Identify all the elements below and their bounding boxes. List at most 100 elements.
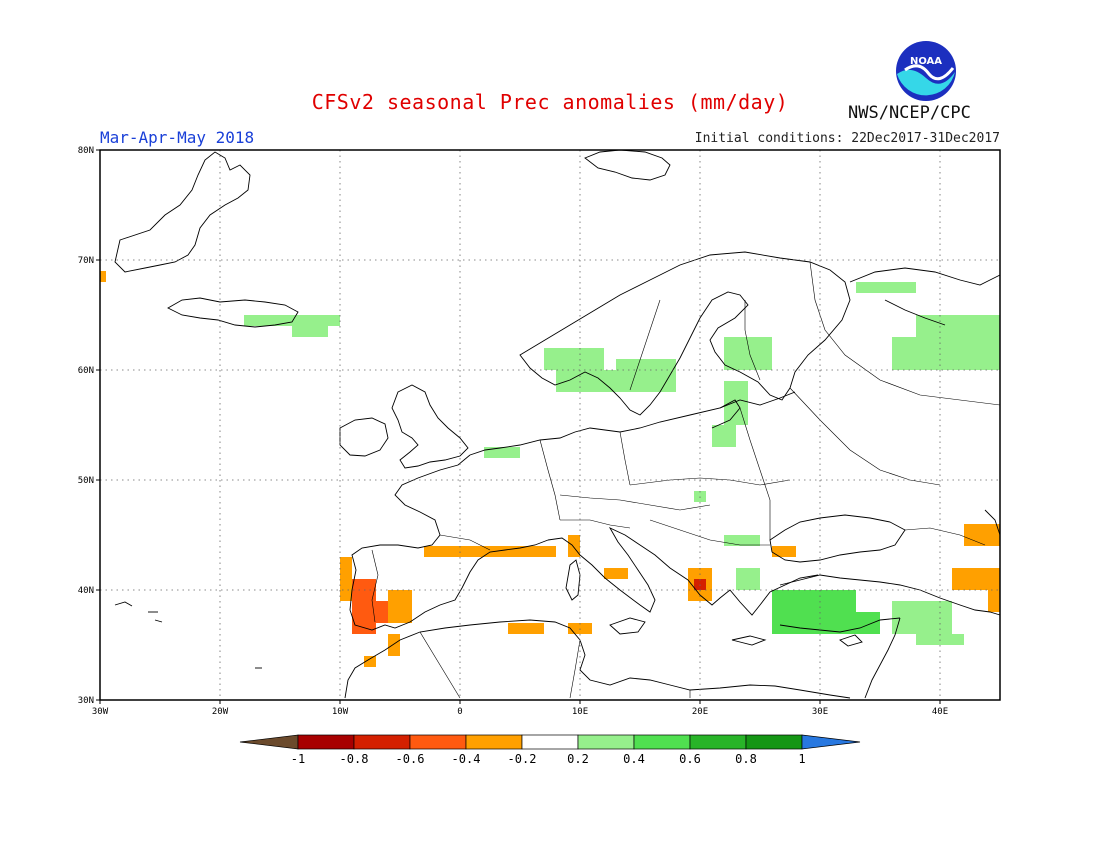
- anomaly-cell-23: [388, 590, 412, 623]
- colorbar-label-3: -0.4: [452, 752, 481, 766]
- colorbar-label-1: -0.8: [340, 752, 369, 766]
- anomaly-cell-9: [712, 425, 736, 447]
- coast-baltic-east: [719, 391, 796, 409]
- colorbar-swatch-m02_02: [521, 734, 579, 750]
- graticule-layer: [100, 150, 1000, 700]
- lat-label-80N: 80N: [78, 146, 94, 156]
- coast-scandinavia: [519, 251, 851, 416]
- coast-sicily: [609, 617, 646, 635]
- coast-ireland: [339, 417, 389, 457]
- anomaly-cell-36: [988, 590, 1000, 612]
- anomaly-cell-3: [484, 447, 520, 458]
- colorbar-swatch-p08_p1: [745, 734, 803, 750]
- border-de-pl: [619, 431, 631, 486]
- anomaly-cell-22: [376, 601, 388, 623]
- anomaly-cell-11: [892, 337, 1000, 370]
- coast-france-iberia: [349, 454, 549, 631]
- colorbar-label-4: -0.2: [508, 752, 537, 766]
- coast-north-africa: [344, 619, 851, 699]
- coast-cyprus: [839, 634, 863, 647]
- colorbar-label-9: 1: [798, 752, 805, 766]
- anomaly-cell-5: [556, 370, 616, 392]
- border-caucasus: [904, 527, 986, 546]
- border-africa: [419, 631, 461, 699]
- anomaly-cell-14: [724, 535, 760, 546]
- anomaly-cell-10: [856, 282, 916, 293]
- map-frame: [99, 149, 1001, 701]
- lat-label-70N: 70N: [78, 256, 94, 266]
- lon-label-20E: 20E: [692, 707, 708, 717]
- colorbar-label-2: -0.6: [396, 752, 425, 766]
- border-central-1: [559, 494, 711, 511]
- anomaly-cell-6: [616, 359, 676, 392]
- coast-great-britain: [391, 384, 469, 469]
- colorbar-swatch-lt-minus1: [239, 734, 299, 750]
- colorbar-swatch-m06_m04: [409, 734, 467, 750]
- border-balkan: [649, 519, 770, 546]
- lat-label-50N: 50N: [78, 476, 94, 486]
- lon-label-30E: 30E: [812, 707, 828, 717]
- colorbar-label-5: 0.2: [567, 752, 589, 766]
- axis-labels-layer: 30W 20W 10W 0 10E 20E 30E 40E 80N 70N 60N 50N 40N 30N: [78, 146, 948, 717]
- border-east-1: [739, 407, 771, 540]
- colorbar-swatch-m08_m06: [353, 734, 411, 750]
- coastlines-layer: [114, 149, 1001, 699]
- lon-label-20W: 20W: [212, 707, 229, 717]
- colorbar-labels: -1 -0.8 -0.6 -0.4 -0.2 0.2 0.4 0.6 0.8 1: [291, 752, 806, 766]
- border-east-2: [789, 387, 941, 486]
- anomaly-cell-12: [916, 315, 1000, 337]
- anomaly-cell-0: [244, 315, 340, 326]
- border-sweden-norway: [629, 299, 661, 391]
- border-fr-es: [439, 534, 491, 551]
- anomaly-cell-8: [724, 381, 748, 425]
- noaa-logo-text: NOAA: [910, 56, 942, 67]
- colorbar-label-0: -1: [291, 752, 305, 766]
- colorbar-swatch-p02_p04: [577, 734, 635, 750]
- anomaly-cell-18: [892, 601, 952, 634]
- colorbar-label-8: 0.8: [735, 752, 757, 766]
- anomaly-cell-7: [724, 337, 772, 370]
- colorbar-swatch-p04_p06: [633, 734, 691, 750]
- colorbar-swatch-m1_m08: [297, 734, 355, 750]
- colorbar-swatch-gt-1: [801, 734, 861, 750]
- coast-crete: [731, 635, 767, 646]
- coast-corsica-sardinia: [565, 559, 581, 601]
- colorbar-label-6: 0.4: [623, 752, 645, 766]
- lon-label-10E: 10E: [572, 707, 588, 717]
- lon-label-10W: 10W: [332, 707, 349, 717]
- lon-label-40E: 40E: [932, 707, 948, 717]
- coast-black-sea: [769, 514, 906, 563]
- anomaly-cell-28: [604, 568, 628, 579]
- anomaly-cell-35: [952, 568, 1000, 590]
- coast-turkey-south: [779, 617, 901, 633]
- border-finland: [744, 300, 761, 381]
- coast-greenland: [114, 151, 251, 273]
- colorbar-label-7: 0.6: [679, 752, 701, 766]
- coast-kola: [849, 267, 1001, 286]
- lat-label-30N: 30N: [78, 696, 94, 706]
- map-title: CFSv2 seasonal Prec anomalies (mm/day): [311, 90, 789, 114]
- anomaly-cell-33: [772, 546, 796, 557]
- lon-label-30W: 30W: [92, 707, 109, 717]
- anomaly-cell-17: [808, 612, 880, 634]
- noaa-logo-icon: NOAA: [896, 41, 956, 101]
- colorbar-swatch-m04_m02: [465, 734, 523, 750]
- border-russia: [809, 261, 1001, 406]
- coast-levant: [864, 617, 901, 699]
- coast-azores-3: [154, 619, 163, 623]
- border-alps: [560, 519, 631, 529]
- anomaly-cell-15: [736, 568, 760, 590]
- coast-white-sea: [884, 299, 946, 326]
- initial-conditions-label: Initial conditions: 22Dec2017-31Dec2017: [694, 131, 1000, 146]
- anomaly-cell-4: [544, 348, 604, 370]
- lat-label-40N: 40N: [78, 586, 94, 596]
- border-es-pt: [371, 549, 379, 623]
- agency-label: NWS/NCEP/CPC: [848, 103, 971, 123]
- lat-label-60N: 60N: [78, 366, 94, 376]
- border-fr-de: [539, 439, 561, 521]
- anomaly-cell-25: [364, 656, 376, 667]
- coast-med-north: [547, 526, 819, 616]
- anomaly-cell-26: [424, 546, 556, 557]
